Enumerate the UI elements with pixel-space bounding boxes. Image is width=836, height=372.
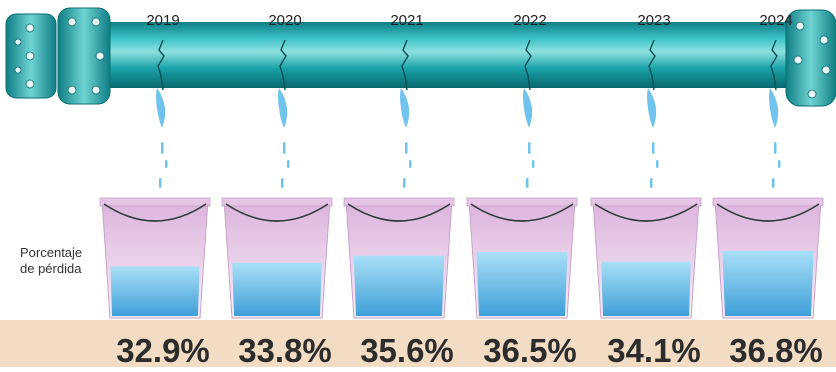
water-level xyxy=(601,261,691,316)
bucket-rim xyxy=(221,197,333,207)
pipe-crack xyxy=(524,39,532,91)
water-level xyxy=(353,255,445,316)
value-label: 36.8% xyxy=(729,332,823,367)
leak-stream xyxy=(647,88,657,128)
year-label: 2020 xyxy=(268,12,301,29)
pipe-crack xyxy=(279,39,287,91)
pipe-flange-right xyxy=(785,9,836,107)
bucket-rim xyxy=(590,197,702,207)
bucket-handle xyxy=(594,203,698,222)
water-drop xyxy=(772,178,775,188)
water-drop xyxy=(409,160,412,168)
bucket-rim xyxy=(99,197,211,207)
leak-stream xyxy=(400,88,410,128)
water-drop xyxy=(650,178,653,188)
water-level xyxy=(110,266,200,316)
value-label: 35.6% xyxy=(360,332,454,367)
water-level xyxy=(476,252,568,316)
water-drop xyxy=(528,142,531,154)
year-label: 2024 xyxy=(759,12,792,29)
water-drop xyxy=(652,142,655,154)
year-label: 2023 xyxy=(637,12,670,29)
leak-stream xyxy=(769,88,779,128)
pipe xyxy=(5,7,836,107)
water-drop xyxy=(161,142,164,154)
year-label: 2022 xyxy=(513,12,546,29)
water-level xyxy=(722,250,814,316)
columns: 2019 32.9% 2020 33.8% 2021 35.6% 2022 36.5% 2023… xyxy=(99,12,824,369)
water-drop xyxy=(774,142,777,154)
value-label: 32.9% xyxy=(116,332,210,367)
water-drop xyxy=(532,160,535,168)
bucket-handle xyxy=(470,203,574,222)
pipe-crack xyxy=(770,39,778,91)
water-drop xyxy=(159,178,162,188)
water-drop xyxy=(283,142,286,154)
pipe-flange-left-inner xyxy=(57,7,111,105)
water-drop xyxy=(405,142,408,154)
bucket-handle xyxy=(225,203,329,222)
value-band xyxy=(0,320,836,367)
bucket-rim xyxy=(712,197,824,207)
water-drop xyxy=(165,160,168,168)
bucket-handle xyxy=(103,203,207,222)
bucket-handle xyxy=(347,203,451,222)
water-level xyxy=(232,262,322,316)
pipe-crack xyxy=(157,39,165,91)
leak-stream xyxy=(523,88,533,128)
flange-bolts xyxy=(14,17,831,99)
water-drop xyxy=(403,178,406,188)
water-drop xyxy=(281,178,284,188)
pipe-crack xyxy=(648,39,656,91)
year-label: 2021 xyxy=(390,12,423,29)
ylabel-line-2: de pérdida xyxy=(20,261,82,276)
value-label: 33.8% xyxy=(238,332,332,367)
water-drop xyxy=(526,178,529,188)
water-drop xyxy=(287,160,290,168)
pipe-crack xyxy=(401,39,409,91)
year-label: 2019 xyxy=(146,12,179,29)
ylabel-line-1: Porcentaje xyxy=(20,245,82,260)
bucket-rim xyxy=(466,197,578,207)
bucket-rim xyxy=(343,197,455,207)
leak-stream xyxy=(278,88,288,128)
water-drop xyxy=(778,160,781,168)
water-drop xyxy=(656,160,659,168)
leak-stream xyxy=(156,88,166,128)
value-label: 36.5% xyxy=(483,332,577,367)
value-label: 34.1% xyxy=(607,332,701,367)
pipe-body xyxy=(60,22,800,88)
bucket-handle xyxy=(716,203,820,222)
